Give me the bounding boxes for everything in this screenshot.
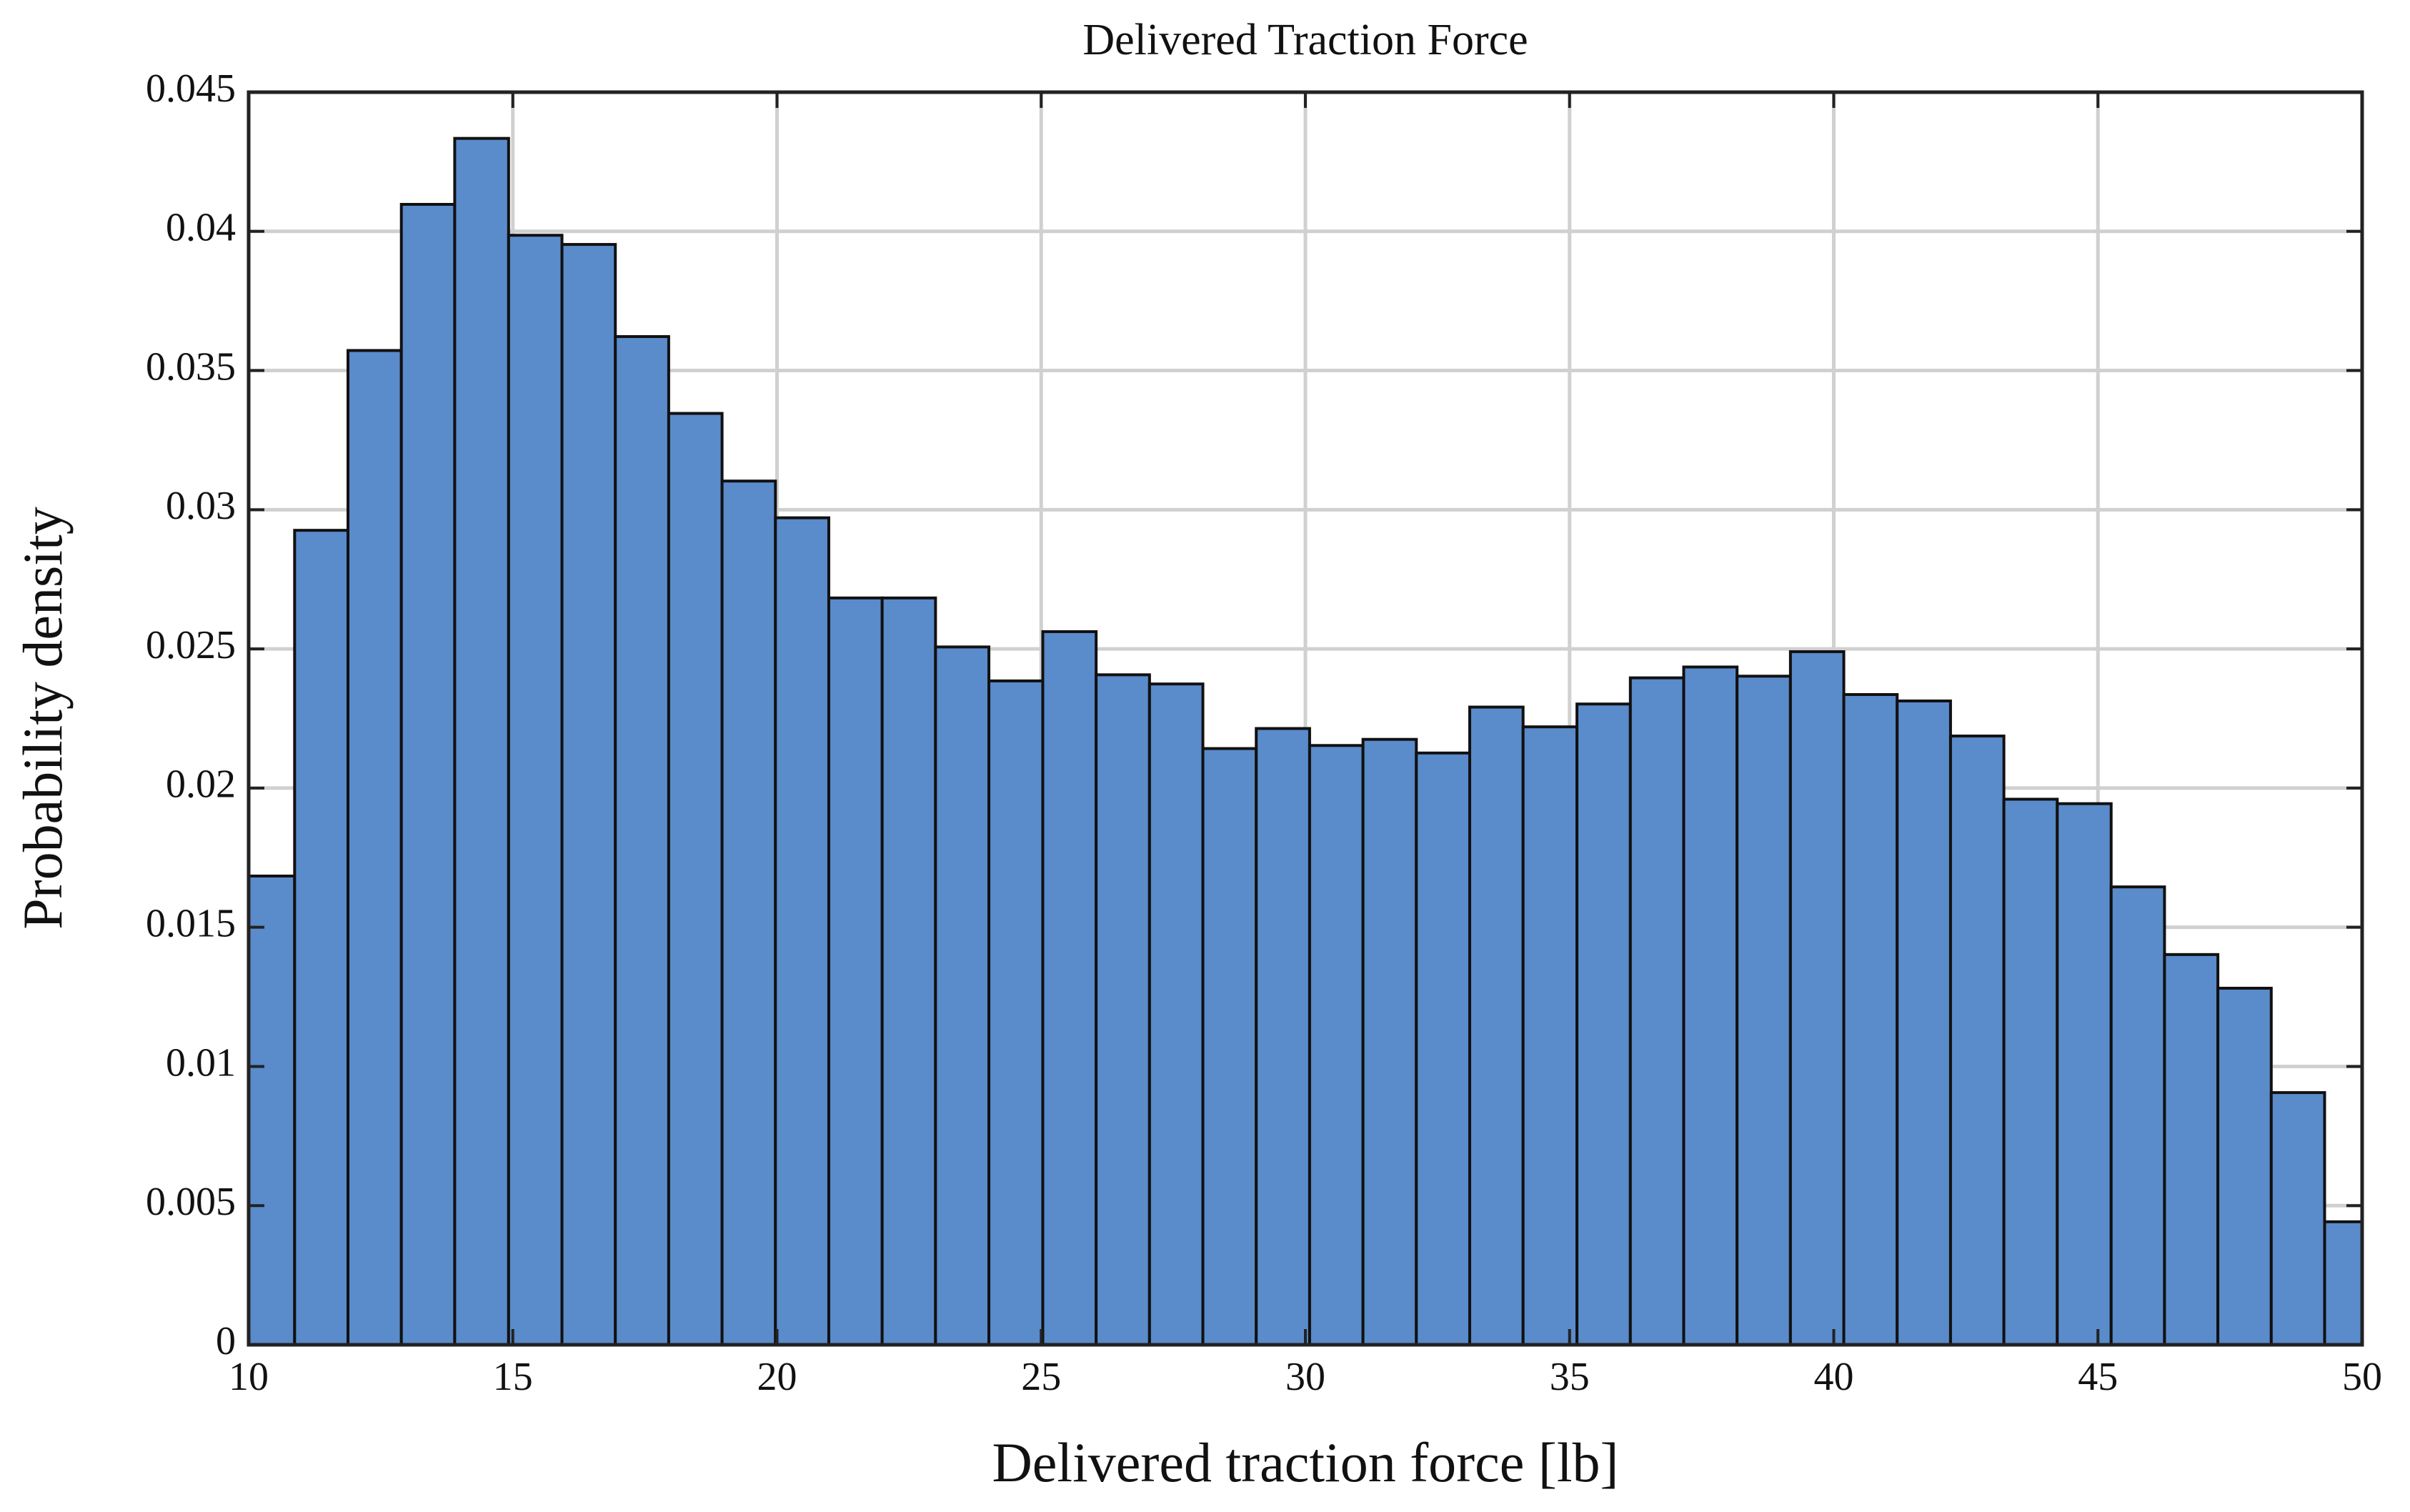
y-tick-label: 0.025: [146, 623, 236, 667]
bar: [347, 349, 403, 1345]
y-tick-label: 0.02: [166, 762, 236, 807]
bar: [1041, 630, 1098, 1345]
axes: 0 0.005 0.01 0.015 0.02 0.025 0.03 0.035 0.04 0.0…: [146, 66, 2382, 1399]
bar: [1788, 650, 1846, 1345]
bar: [2269, 1091, 2326, 1345]
bar: [1948, 735, 2006, 1345]
bar: [1896, 699, 1952, 1345]
bar: [1575, 702, 1632, 1345]
bar: [1201, 747, 1258, 1345]
y-tick-label: 0.005: [146, 1180, 236, 1224]
bar: [1308, 744, 1365, 1345]
bar: [720, 479, 777, 1345]
bar: [1682, 665, 1739, 1345]
bar: [1147, 682, 1205, 1345]
bar: [1255, 727, 1311, 1345]
bar: [399, 202, 457, 1345]
bar: [2056, 802, 2113, 1345]
x-axis-label: Delivered traction force [lb]: [992, 1431, 1618, 1493]
y-tick-label: 0.035: [146, 344, 236, 389]
bar: [560, 243, 617, 1345]
y-tick-label: 0.01: [166, 1040, 236, 1085]
x-tick-label: 45: [2078, 1355, 2118, 1399]
x-tick-label: 30: [1285, 1355, 1325, 1399]
bar: [2109, 885, 2166, 1345]
x-tick-label: 20: [757, 1355, 797, 1399]
bar: [1842, 692, 1899, 1345]
bar: [2002, 797, 2059, 1345]
bar: [2163, 953, 2220, 1345]
bar: [614, 335, 670, 1345]
bar: [453, 136, 510, 1345]
bar: [774, 516, 830, 1345]
y-axis-label: Probability density: [11, 507, 74, 929]
x-tick-label: 40: [1814, 1355, 1854, 1399]
bar: [1628, 676, 1685, 1345]
bar: [1521, 725, 1579, 1345]
bar: [934, 645, 991, 1345]
bar: [507, 234, 564, 1345]
bar: [880, 596, 937, 1345]
x-tick-label: 35: [1550, 1355, 1590, 1399]
bar: [1736, 675, 1792, 1345]
bar: [1361, 737, 1418, 1345]
x-tick-label: 25: [1021, 1355, 1061, 1399]
bars: [249, 136, 2362, 1345]
bar: [293, 529, 350, 1345]
chart-title: Delivered Traction Force: [1082, 16, 1528, 64]
bar: [827, 596, 884, 1345]
bar: [1468, 705, 1525, 1345]
x-tick-label: 15: [493, 1355, 533, 1399]
x-tick-label: 10: [229, 1355, 269, 1399]
y-tick-label: 0.045: [146, 66, 236, 111]
bar: [1095, 673, 1151, 1345]
bar: [667, 412, 724, 1345]
y-tick-label: 0.015: [146, 902, 236, 946]
bar: [987, 679, 1045, 1345]
y-tick-label: 0.03: [166, 484, 236, 528]
bar: [2216, 986, 2273, 1345]
y-tick-label: 0.04: [166, 206, 236, 250]
plot-frame: [247, 90, 2364, 1347]
y-tick-label: 0: [216, 1319, 236, 1363]
bar: [1415, 751, 1471, 1345]
x-tick-label: 50: [2342, 1355, 2382, 1399]
